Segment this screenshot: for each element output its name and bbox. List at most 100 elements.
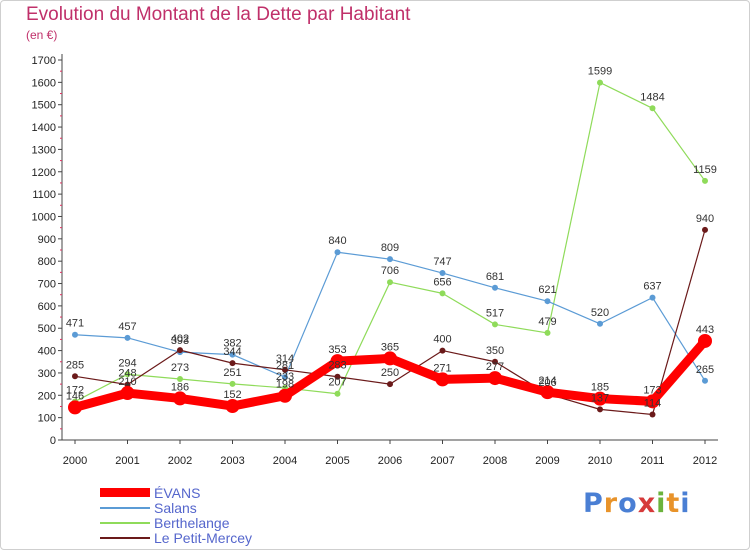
data-point-le-petit-mercey [229,360,236,367]
y-tick-label: 800 [38,256,56,268]
data-label: 457 [118,321,136,333]
data-label: 382 [223,338,241,350]
data-label: 294 [118,357,136,369]
data-label: 273 [171,362,189,374]
data-label: 621 [538,284,556,296]
data-point-berthelange [439,290,446,297]
data-label: 1159 [693,164,717,176]
y-tick-label: 900 [38,234,56,246]
data-point-salans [229,351,236,358]
x-tick-label: 2007 [430,455,454,467]
data-point-le-petit-mercey [649,411,656,418]
data-label: 706 [381,265,399,277]
data-label: 400 [433,334,451,346]
data-point-salans [702,377,708,384]
data-point-berthelange [334,390,341,397]
data-label: 198 [276,379,294,391]
legend-label: Salans [154,500,197,516]
data-label: 1484 [640,91,664,103]
data-label: 393 [171,335,189,347]
data-label: 314 [276,353,294,365]
data-point-le-petit-mercey [334,373,341,380]
y-tick-label: 600 [38,301,56,313]
y-tick-label: 300 [38,368,56,380]
data-point-le-petit-mercey [439,347,446,354]
data-point-le-petit-mercey [597,406,603,413]
data-label: 146 [66,390,84,402]
data-label: 1599 [588,66,612,78]
data-label: 186 [171,381,189,393]
y-tick-label: 500 [38,323,56,335]
data-label: 809 [381,242,399,254]
x-tick-label: 2008 [483,455,507,467]
data-label: 681 [486,271,504,283]
data-point-salans [544,298,551,305]
y-tick-label: 1500 [32,100,56,112]
chart-subtitle: (en €) [26,28,58,42]
data-point--vans [540,385,555,400]
data-point-le-petit-mercey [72,373,78,380]
chart-legend: ÉVANS Salans Berthelange Le Petit-Mercey [100,485,300,546]
data-label: 173 [643,384,661,396]
x-tick-label: 2009 [535,455,559,467]
data-point-berthelange [649,105,656,112]
x-tick-label: 2004 [273,455,297,467]
data-label: 207 [328,377,346,389]
data-point-berthelange [702,177,708,184]
data-label: 251 [223,367,241,379]
data-label: 344 [223,346,241,358]
data-label: 277 [486,361,504,373]
data-label: 353 [328,344,346,356]
data-label: 137 [591,392,609,404]
data-point-berthelange [229,380,236,387]
y-tick-label: 1000 [32,211,56,223]
legend-swatch [100,522,150,524]
data-point--vans [435,372,450,387]
x-tick-label: 2002 [168,455,192,467]
logo-letter: P [583,488,604,519]
data-label: 185 [591,382,609,394]
data-label: 471 [66,318,84,330]
data-label: 233 [276,371,294,383]
data-point-le-petit-mercey [702,226,708,233]
legend-item: Salans [100,500,300,516]
chart-series [68,79,712,418]
logo-letter: i [656,488,667,519]
data-point-salans [387,256,393,263]
data-point-le-petit-mercey [282,366,288,373]
x-tick-label: 2000 [63,455,87,467]
legend-label: ÉVANS [154,485,201,501]
legend-swatch [100,488,150,497]
data-label: 281 [276,360,294,372]
data-label: 520 [591,307,609,319]
data-point--vans [173,391,187,406]
y-tick-label: 1200 [32,167,56,179]
legend-item: ÉVANS [100,485,300,501]
data-point--vans [68,400,82,415]
data-point-le-petit-mercey [387,381,393,388]
x-tick-label: 2006 [378,455,402,467]
y-tick-label: 1600 [32,77,56,89]
y-tick-label: 700 [38,279,56,291]
legend-item: Berthelange [100,515,300,531]
data-label: 350 [486,345,504,357]
data-point-salans [492,284,498,291]
data-point-berthelange [492,321,498,328]
data-point--vans [488,371,502,386]
data-point-salans [124,334,131,341]
data-point-berthelange [387,279,393,286]
x-tick-label: 2011 [641,455,665,467]
data-label: 656 [433,276,451,288]
data-label: 940 [696,213,714,225]
data-point-le-petit-mercey [177,347,183,354]
x-tick-label: 2005 [325,455,349,467]
logo-letter: x [637,488,657,519]
data-label: 479 [538,316,556,328]
data-point-berthelange [544,329,551,336]
y-tick-label: 400 [38,346,56,358]
data-point-salans [72,331,78,338]
data-point-berthelange [177,375,183,382]
data-label: 206 [538,377,556,389]
